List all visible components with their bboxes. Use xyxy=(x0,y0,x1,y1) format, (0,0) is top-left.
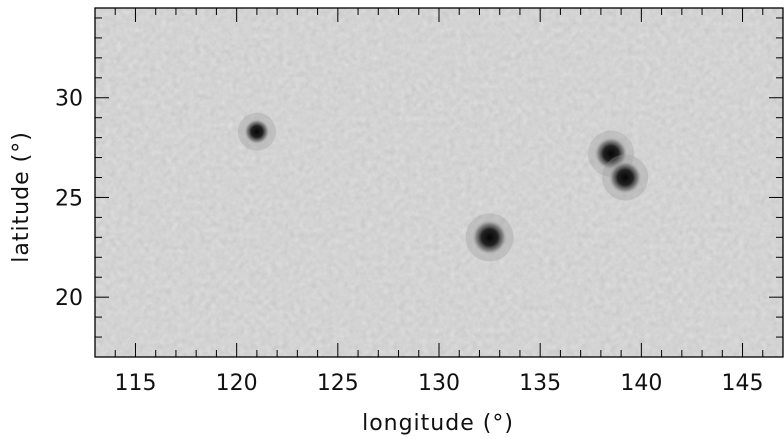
ticks: 115 120 125 130 135 140 145 20 25 30 xyxy=(55,8,784,396)
y-axis-title: latitude (°) xyxy=(9,131,34,263)
y-tick-label: 30 xyxy=(55,87,83,112)
x-tick-label: 115 xyxy=(114,371,156,396)
x-tick-label: 140 xyxy=(620,371,662,396)
spot-point xyxy=(243,118,270,145)
x-tick-label: 120 xyxy=(216,371,258,396)
plot-texture xyxy=(95,8,783,357)
x-tick-label: 130 xyxy=(418,371,460,396)
y-tick-label: 25 xyxy=(55,186,83,211)
x-tick-label: 125 xyxy=(317,371,359,396)
plot-area xyxy=(95,8,783,357)
x-axis-title: longitude (°) xyxy=(362,411,514,436)
y-tick-label: 20 xyxy=(55,286,83,311)
spot-point xyxy=(608,160,643,195)
spot-point xyxy=(471,219,508,256)
data-marks xyxy=(237,112,649,262)
x-tick-label: 135 xyxy=(519,371,561,396)
x-tick-label: 145 xyxy=(722,371,764,396)
